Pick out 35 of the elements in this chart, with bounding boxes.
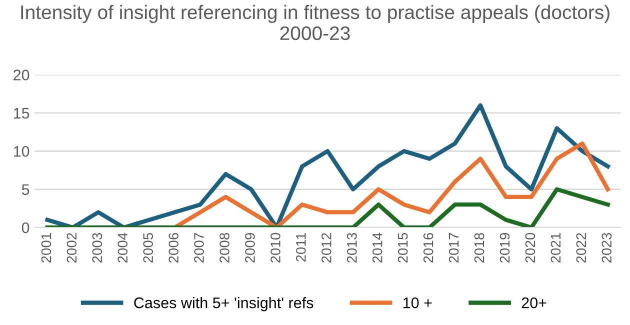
line-series	[45, 103, 610, 228]
x-tick-label: 2009	[245, 233, 255, 263]
x-tick-label: 2014	[372, 232, 382, 263]
x-tick-label: 2017	[448, 233, 459, 263]
legend-label: Cases with 5+ 'insight' refs	[134, 297, 314, 312]
x-tick-label: 2016	[423, 232, 434, 263]
legend-label: 20+	[522, 297, 546, 308]
x-tick-label: 2003	[92, 232, 102, 263]
x-tick-label: 2005	[143, 232, 154, 263]
x-tick-label: 2010	[270, 232, 280, 263]
x-tick-label: 2004	[118, 232, 128, 263]
line-series	[172, 141, 610, 228]
y-tick-label: 5	[22, 184, 30, 195]
x-tick-label: 2001	[41, 233, 52, 263]
x-tick-label: 2012	[321, 233, 332, 263]
x-tick-label: 2007	[194, 233, 204, 263]
x-tick-label: 2022	[576, 233, 586, 263]
x-tick-label: 2019	[500, 233, 510, 263]
x-tick-label: 2008	[220, 232, 230, 263]
y-tick-label: 15	[14, 108, 30, 119]
x-tick-label: 2020	[525, 232, 536, 263]
x-tick-label: 2021	[550, 233, 561, 263]
line-series	[45, 187, 610, 228]
x-tick-label: 2006	[168, 232, 178, 263]
y-tick-label: 20	[14, 70, 30, 80]
x-tick-label: 2013	[346, 232, 357, 263]
x-tick-label: 2018	[474, 232, 484, 263]
x-tick-label: 2015	[398, 232, 408, 263]
y-tick-label: 0	[22, 222, 30, 234]
legend-label: 10 +	[404, 297, 432, 308]
x-tick-label: 2011	[296, 233, 306, 262]
x-tick-label: 2023	[602, 232, 612, 263]
x-tick-label: 2002	[66, 233, 77, 263]
y-tick-label: 10	[14, 146, 30, 157]
chart-title: Intensity of insight referencing in fitness to practise appeals (doctors) 2000-23	[21, 4, 610, 40]
